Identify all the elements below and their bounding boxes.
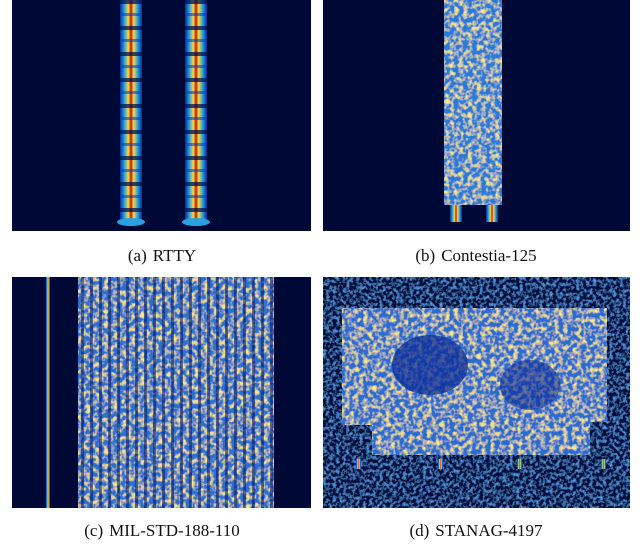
caption-text: Contestia-125	[441, 246, 536, 265]
spectrogram	[12, 0, 311, 231]
caption: (c) MIL-STD-188-110	[84, 521, 240, 540]
caption-text: STANAG-4197	[435, 521, 543, 540]
caption-label: (d)	[409, 521, 429, 540]
marker	[356, 459, 361, 469]
signal	[444, 0, 502, 205]
panel-b	[323, 0, 630, 231]
caption: (b) Contestia-125	[415, 246, 536, 265]
pilot-tone	[46, 277, 50, 508]
caption-text: RTTY	[153, 246, 196, 265]
marker	[517, 459, 522, 469]
caption-label: (b)	[415, 246, 435, 265]
caption: (d) STANAG-4197	[409, 521, 543, 540]
panel-a	[12, 0, 311, 231]
tone-modulation	[185, 0, 207, 220]
marker	[438, 459, 443, 469]
tone-end	[182, 218, 210, 226]
signal-structure	[78, 277, 274, 508]
tone	[450, 205, 462, 222]
tone	[486, 205, 498, 222]
panel-d	[323, 277, 630, 508]
tone-modulation	[120, 0, 142, 220]
tone-end	[117, 218, 145, 226]
signal	[342, 308, 607, 455]
caption-label: (a)	[128, 246, 147, 265]
caption-label: (c)	[84, 521, 103, 540]
fade	[392, 335, 468, 395]
marker	[601, 459, 606, 469]
caption-text: MIL-STD-188-110	[109, 521, 240, 540]
fade	[500, 360, 560, 410]
caption: (a) RTTY	[128, 246, 196, 265]
panel-c	[12, 277, 311, 508]
